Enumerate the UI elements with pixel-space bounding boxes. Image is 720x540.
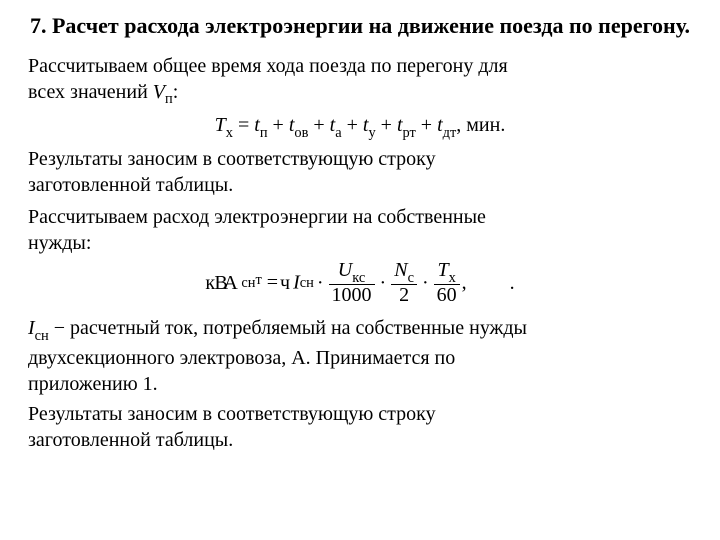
- sub: у: [368, 125, 375, 141]
- sym: U: [338, 259, 352, 281]
- text-line: заготовленной таблицы.: [28, 174, 233, 196]
- paragraph-Isn: Iсн − расчетный ток, потребляемый на соб…: [28, 315, 692, 397]
- formula-Wsn: к В А снт = чIсн·Uкс1000·Nс2·Tх60,.: [28, 260, 692, 305]
- text-line: Результаты заносим в соответствующую стр…: [28, 148, 436, 170]
- layer: А: [223, 272, 237, 294]
- op: +: [342, 114, 363, 136]
- op-dot: ·: [314, 272, 327, 294]
- sub: сн: [300, 275, 314, 291]
- text: − расчетный ток, потребляемый на собстве…: [49, 317, 527, 339]
- sym: t: [437, 114, 443, 136]
- sym: N: [394, 259, 407, 281]
- sym: T: [215, 114, 226, 136]
- sym: T: [437, 259, 448, 281]
- sub: п: [260, 125, 268, 141]
- paragraph-energy: Рассчитываем расход электроэнергии на со…: [28, 204, 692, 256]
- op: +: [416, 114, 437, 136]
- sub: т: [255, 272, 261, 288]
- sub: рт: [403, 125, 416, 141]
- text-line: приложению 1.: [28, 373, 158, 395]
- sub: сн: [241, 275, 255, 291]
- text-line: Результаты заносим в соответствующую стр…: [28, 403, 436, 425]
- text-line: двухсекционного электровоза, А. Принимае…: [28, 347, 455, 369]
- den: 60: [434, 285, 460, 305]
- fraction: Tх60: [432, 260, 462, 305]
- text-line: нужды:: [28, 232, 91, 254]
- sub: дт: [443, 125, 457, 141]
- sub: с: [408, 270, 414, 286]
- sub: х: [226, 125, 233, 141]
- period: .: [467, 273, 515, 293]
- paragraph-intro: Рассчитываем общее время хода поезда по …: [28, 53, 692, 109]
- page: 7. Расчет расхода электроэнергии на движ…: [0, 0, 720, 453]
- sub: сн: [35, 328, 49, 344]
- text-line: всех значений: [28, 81, 153, 103]
- eq: =: [233, 114, 254, 136]
- extra-char: ч: [280, 272, 290, 294]
- sym: t: [254, 114, 260, 136]
- fraction: Uкс1000: [327, 260, 377, 305]
- subscript: п: [165, 91, 173, 107]
- symbol-V: V: [153, 81, 165, 103]
- fraction: Nс2: [389, 260, 419, 305]
- section-heading: 7. Расчет расхода электроэнергии на движ…: [28, 12, 692, 41]
- sym-I: I: [28, 317, 35, 339]
- paragraph-result-1: Результаты заносим в соответствующую стр…: [28, 146, 692, 198]
- sym: t: [397, 114, 403, 136]
- sym-overlap: к В А: [205, 272, 241, 294]
- formula-Tx: Tх = tп + tов + tа + tу + tрт + tдт, мин…: [28, 112, 692, 142]
- sub: кс: [352, 270, 365, 286]
- paragraph-result-2: Результаты заносим в соответствующую стр…: [28, 401, 692, 453]
- text-line: Рассчитываем расход электроэнергии на со…: [28, 206, 486, 228]
- den: 2: [391, 285, 417, 305]
- op-dot: ·: [377, 272, 390, 294]
- op: +: [308, 114, 329, 136]
- sub: х: [449, 270, 456, 286]
- sub: ов: [294, 125, 308, 141]
- text: :: [173, 81, 179, 103]
- text-line: заготовленной таблицы.: [28, 429, 233, 451]
- op-dot: ·: [419, 272, 432, 294]
- text: , мин.: [456, 114, 505, 136]
- op: +: [268, 114, 289, 136]
- text-line: Рассчитываем общее время хода поезда по …: [28, 55, 508, 77]
- op: +: [376, 114, 397, 136]
- sub: а: [335, 125, 341, 141]
- sym-I: I: [293, 272, 300, 294]
- den: 1000: [329, 285, 375, 305]
